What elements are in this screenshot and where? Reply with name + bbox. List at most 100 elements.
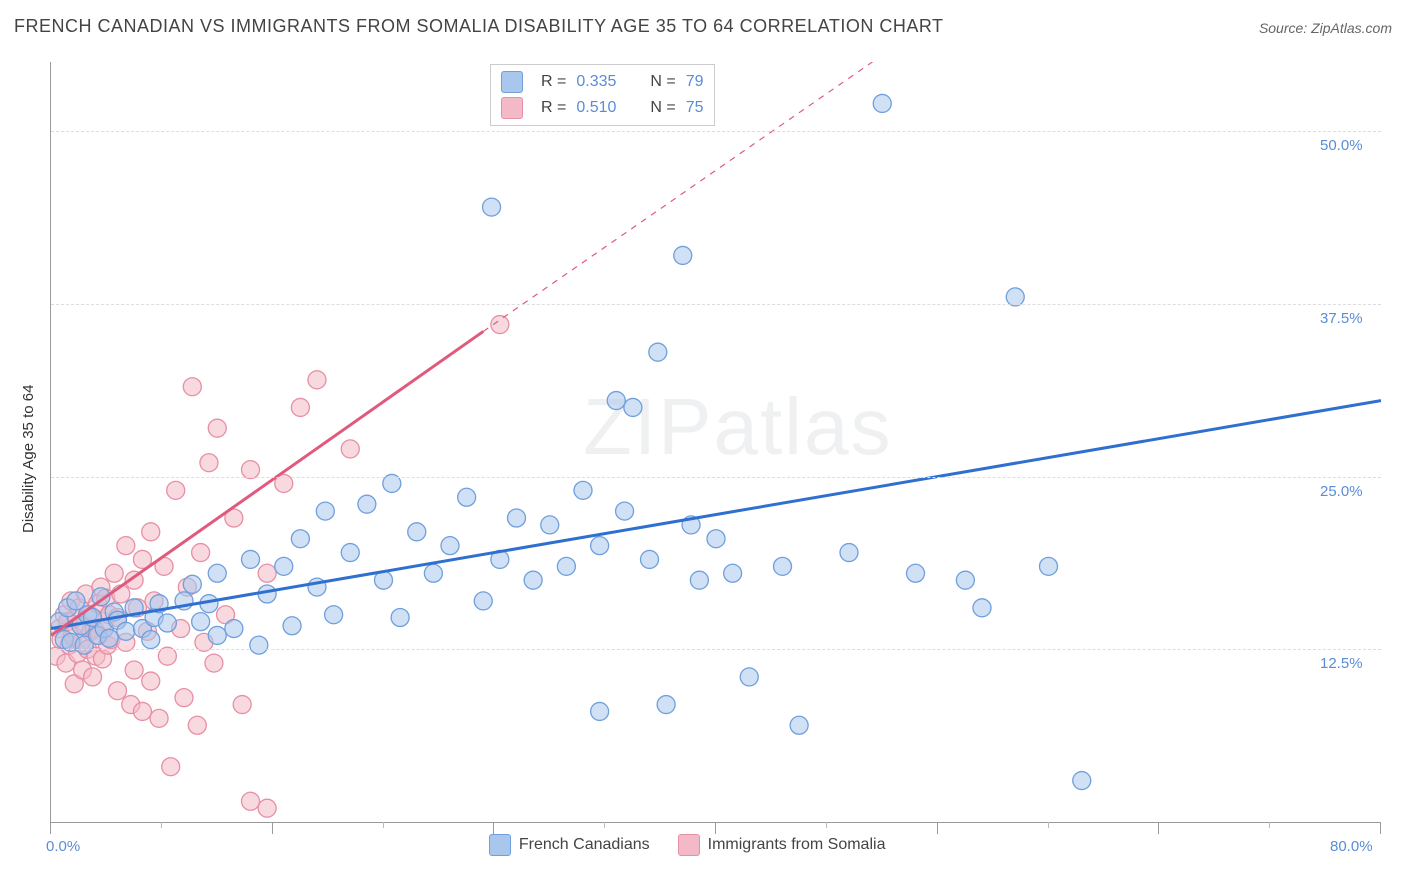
data-point bbox=[907, 564, 925, 582]
data-point bbox=[84, 668, 102, 686]
data-point bbox=[175, 689, 193, 707]
data-point bbox=[133, 702, 151, 720]
data-point bbox=[1073, 772, 1091, 790]
data-point bbox=[125, 661, 143, 679]
stat-r-label: R = bbox=[541, 73, 566, 91]
y-tick-label: 50.0% bbox=[1320, 137, 1363, 154]
data-point bbox=[641, 550, 659, 568]
y-axis-label: Disability Age 35 to 64 bbox=[20, 385, 37, 533]
data-point bbox=[657, 696, 675, 714]
stats-legend-box: R =0.335N =79R =0.510N =75 bbox=[490, 64, 715, 126]
data-point bbox=[424, 564, 442, 582]
data-point bbox=[508, 509, 526, 527]
x-tick-major bbox=[1380, 822, 1381, 834]
data-point bbox=[524, 571, 542, 589]
data-point bbox=[790, 716, 808, 734]
data-point bbox=[341, 440, 359, 458]
gridline bbox=[51, 304, 1381, 305]
data-point bbox=[649, 343, 667, 361]
data-point bbox=[624, 398, 642, 416]
data-point bbox=[341, 544, 359, 562]
data-point bbox=[674, 246, 692, 264]
data-point bbox=[250, 636, 268, 654]
stat-n-value: 79 bbox=[686, 73, 704, 91]
chart-container: FRENCH CANADIAN VS IMMIGRANTS FROM SOMAL… bbox=[0, 0, 1406, 892]
x-tick-minor bbox=[604, 822, 605, 828]
data-point bbox=[316, 502, 334, 520]
legend-swatch bbox=[489, 834, 511, 856]
x-tick-label: 80.0% bbox=[1330, 838, 1373, 855]
data-point bbox=[208, 419, 226, 437]
data-point bbox=[233, 696, 251, 714]
gridline bbox=[51, 477, 1381, 478]
legend-bottom: French CanadiansImmigrants from Somalia bbox=[489, 834, 886, 856]
data-point bbox=[291, 398, 309, 416]
data-point bbox=[258, 564, 276, 582]
data-point bbox=[408, 523, 426, 541]
chart-svg bbox=[51, 62, 1381, 822]
y-tick-label: 25.0% bbox=[1320, 483, 1363, 500]
data-point bbox=[100, 629, 118, 647]
data-point bbox=[973, 599, 991, 617]
data-point bbox=[208, 626, 226, 644]
data-point bbox=[105, 564, 123, 582]
data-point bbox=[208, 564, 226, 582]
legend-swatch bbox=[501, 97, 523, 119]
data-point bbox=[840, 544, 858, 562]
data-point bbox=[205, 654, 223, 672]
legend-label: Immigrants from Somalia bbox=[708, 836, 886, 853]
data-point bbox=[591, 537, 609, 555]
x-tick-major bbox=[1158, 822, 1159, 834]
y-tick-label: 12.5% bbox=[1320, 655, 1363, 672]
data-point bbox=[275, 557, 293, 575]
legend-swatch bbox=[678, 834, 700, 856]
data-point bbox=[707, 530, 725, 548]
data-point bbox=[591, 702, 609, 720]
data-point bbox=[200, 454, 218, 472]
x-tick-label: 0.0% bbox=[46, 838, 80, 855]
data-point bbox=[192, 544, 210, 562]
data-point bbox=[541, 516, 559, 534]
data-point bbox=[188, 716, 206, 734]
x-tick-minor bbox=[383, 822, 384, 828]
stats-row: R =0.335N =79 bbox=[501, 69, 704, 95]
data-point bbox=[167, 481, 185, 499]
data-point bbox=[483, 198, 501, 216]
data-point bbox=[607, 392, 625, 410]
data-point bbox=[142, 631, 160, 649]
data-point bbox=[325, 606, 343, 624]
data-point bbox=[242, 792, 260, 810]
x-tick-minor bbox=[826, 822, 827, 828]
data-point bbox=[308, 371, 326, 389]
data-point bbox=[616, 502, 634, 520]
x-tick-minor bbox=[161, 822, 162, 828]
x-tick-major bbox=[493, 822, 494, 834]
stats-row: R =0.510N =75 bbox=[501, 95, 704, 121]
gridline bbox=[51, 649, 1381, 650]
data-point bbox=[724, 564, 742, 582]
data-point bbox=[873, 94, 891, 112]
trend-line bbox=[51, 401, 1381, 629]
stat-n-label: N = bbox=[650, 99, 675, 117]
data-point bbox=[441, 537, 459, 555]
data-point bbox=[142, 523, 160, 541]
stat-r-label: R = bbox=[541, 99, 566, 117]
source-attribution: Source: ZipAtlas.com bbox=[1259, 20, 1392, 36]
legend-item: Immigrants from Somalia bbox=[678, 834, 886, 856]
data-point bbox=[774, 557, 792, 575]
legend-swatch bbox=[501, 71, 523, 93]
stat-r-value: 0.335 bbox=[576, 73, 616, 91]
data-point bbox=[183, 378, 201, 396]
data-point bbox=[242, 550, 260, 568]
data-point bbox=[162, 758, 180, 776]
data-point bbox=[740, 668, 758, 686]
chart-title: FRENCH CANADIAN VS IMMIGRANTS FROM SOMAL… bbox=[14, 16, 944, 37]
data-point bbox=[117, 622, 135, 640]
x-tick-major bbox=[937, 822, 938, 834]
stat-n-value: 75 bbox=[686, 99, 704, 117]
data-point bbox=[258, 799, 276, 817]
data-point bbox=[183, 575, 201, 593]
data-point bbox=[557, 557, 575, 575]
data-point bbox=[192, 613, 210, 631]
x-tick-major bbox=[50, 822, 51, 834]
